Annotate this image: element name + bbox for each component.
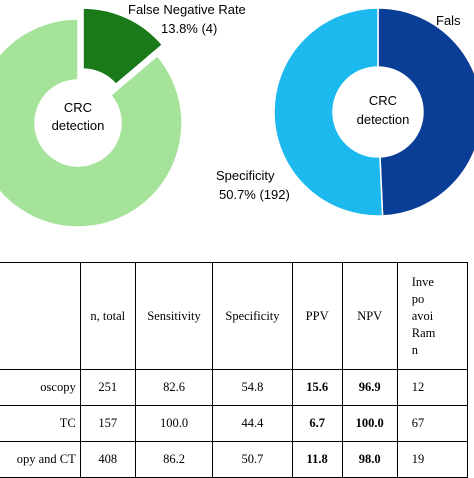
chart2-center-label-line1: CRC (369, 93, 397, 108)
table-row: oscopy 251 82.6 54.8 15.6 96.9 12 (0, 369, 469, 406)
header-investigations-line: n (411, 342, 418, 357)
chart1-center-label-line1: CRC (64, 100, 92, 115)
slice-label-false-negative-rate: False Negative Rate (128, 2, 246, 17)
table-header-row: n, total Sensitivity Specificity PPV NPV… (0, 262, 469, 370)
cell-ppv: 15.6 (291, 369, 343, 406)
header-cell-sensitivity: Sensitivity (134, 262, 214, 370)
slice-label-specificity: Specificity (216, 168, 275, 183)
donut-slice-false-negative-rate (82, 7, 164, 86)
cell-npv: 98.0 (341, 441, 398, 478)
donut-chart-crc-detection-specificity (273, 7, 474, 217)
header-cell-empty (0, 262, 81, 370)
cell-npv: 96.9 (341, 369, 398, 406)
header-cell-n-total: n, total (79, 262, 136, 370)
cell-ppv: 11.8 (291, 441, 343, 478)
header-investigations-line: avoi (411, 308, 434, 323)
chart1-center-label-line2: detection (52, 118, 105, 133)
row-label: TC (0, 405, 81, 442)
cell-n-total: 408 (79, 441, 136, 478)
header-investigations-line: Inve (411, 274, 434, 289)
slice-value-false-negative-rate: 13.8% (4) (161, 21, 217, 36)
donut-slice-fals (377, 7, 474, 217)
cell-specificity: 50.7 (212, 441, 293, 478)
cell-npv: 100.0 (341, 405, 398, 442)
header-investigations-line: Ram (411, 325, 436, 340)
cell-specificity: 44.4 (212, 405, 293, 442)
cell-sensitivity: 82.6 (134, 369, 214, 406)
donut-slice (0, 18, 183, 228)
table-row: TC 157 100.0 44.4 6.7 100.0 67 (0, 405, 469, 442)
table-row: opy and CT 408 86.2 50.7 11.8 98.0 19 (0, 441, 469, 478)
cell-sensitivity: 86.2 (134, 441, 214, 478)
donut-charts-area: False Negative Rate 13.8% (4) CRC detect… (0, 2, 474, 228)
cell-n-total: 157 (79, 405, 136, 442)
header-cell-npv: NPV (341, 262, 398, 370)
cell-investigations: 12 (396, 369, 469, 406)
diagnostic-performance-table: n, total Sensitivity Specificity PPV NPV… (0, 262, 469, 478)
slice-label-false-positive-rate: Fals (436, 13, 461, 28)
cell-sensitivity: 100.0 (134, 405, 214, 442)
cell-specificity: 54.8 (212, 369, 293, 406)
chart2-center-label-line2: detection (357, 112, 410, 127)
cell-n-total: 251 (79, 369, 136, 406)
cell-ppv: 6.7 (291, 405, 343, 442)
header-cell-investigations: Inve po avoi Ram n (396, 262, 469, 370)
cell-investigations: 19 (396, 441, 469, 478)
cell-investigations: 67 (396, 405, 469, 442)
header-cell-specificity: Specificity (212, 262, 293, 370)
header-investigations-line: po (411, 291, 425, 306)
row-label: oscopy (0, 369, 81, 406)
row-label: opy and CT (0, 441, 81, 478)
header-cell-ppv: PPV (291, 262, 343, 370)
slice-value-specificity: 50.7% (192) (219, 187, 290, 202)
donut-chart-crc-detection-sensitivity (0, 7, 183, 228)
donut-slice-specificity (273, 7, 384, 217)
